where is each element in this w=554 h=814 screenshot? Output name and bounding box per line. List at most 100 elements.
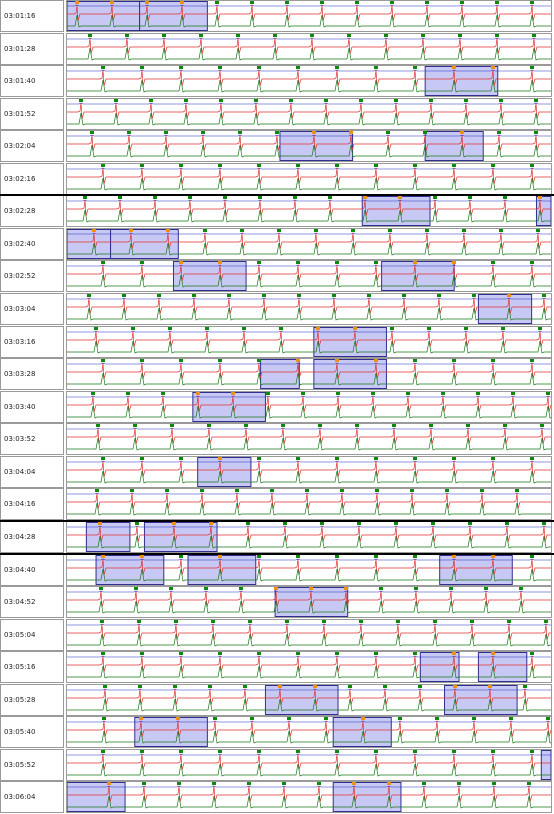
ecg-strip[interactable] [66,423,552,455]
beat-marker[interactable] [530,555,534,558]
ecg-strip[interactable] [66,130,552,162]
beat-marker[interactable] [138,685,142,688]
beat-marker[interactable] [179,457,183,460]
ecg-strip[interactable] [66,0,552,32]
beat-marker[interactable] [324,99,328,102]
beat-marker[interactable] [335,261,339,264]
beat-marker[interactable] [445,489,449,492]
ecg-strip[interactable] [66,391,552,423]
beat-marker[interactable] [375,489,379,492]
beat-marker[interactable] [476,392,480,395]
beat-marker[interactable] [371,392,375,395]
beat-marker[interactable] [530,652,534,655]
beat-marker[interactable] [452,66,456,69]
ecg-row[interactable]: 03:05:52 [0,749,554,781]
beat-marker[interactable] [177,782,181,785]
beat-marker[interactable] [312,131,316,134]
beat-marker[interactable] [383,685,387,688]
ecg-strip[interactable] [66,228,552,260]
beat-marker[interactable] [515,489,519,492]
beat-marker[interactable] [519,587,523,590]
beat-marker[interactable] [484,587,488,590]
beat-marker[interactable] [140,164,144,167]
beat-marker[interactable] [274,587,278,590]
beat-marker[interactable] [355,424,359,427]
beat-marker[interactable] [94,327,98,330]
beat-marker[interactable] [480,489,484,492]
beat-marker[interactable] [492,782,496,785]
beat-marker[interactable] [170,424,174,427]
beat-marker[interactable] [466,424,470,427]
beat-marker[interactable] [218,555,222,558]
beat-marker[interactable] [285,1,289,4]
beat-marker[interactable] [174,620,178,623]
ecg-row[interactable]: 03:01:16 [0,0,554,32]
beat-marker[interactable] [530,457,534,460]
beat-marker[interactable] [293,196,297,199]
ecg-row[interactable]: 03:02:52 [0,260,554,292]
ecg-row[interactable]: 03:05:16 [0,651,554,683]
beat-marker[interactable] [429,99,433,102]
beat-marker[interactable] [313,685,317,688]
beat-marker[interactable] [88,34,92,37]
beat-marker[interactable] [176,717,180,720]
beat-marker[interactable] [468,522,472,525]
beat-marker[interactable] [530,261,534,264]
beat-marker[interactable] [96,424,100,427]
beat-marker[interactable] [140,457,144,460]
beat-marker[interactable] [427,327,431,330]
beat-marker[interactable] [235,489,239,492]
beat-marker[interactable] [429,424,433,427]
ecg-strip[interactable] [66,554,552,586]
beat-marker[interactable] [374,261,378,264]
beat-marker[interactable] [392,424,396,427]
beat-marker[interactable] [257,164,261,167]
beat-marker[interactable] [218,457,222,460]
beat-marker[interactable] [499,99,503,102]
beat-marker[interactable] [507,294,511,297]
beat-marker[interactable] [472,294,476,297]
beat-marker[interactable] [386,131,390,134]
ecg-row[interactable]: 03:01:52 [0,98,554,130]
beat-marker[interactable] [458,34,462,37]
beat-marker[interactable] [332,294,336,297]
ecg-row[interactable]: 03:06:04 [0,781,554,813]
beat-marker[interactable] [530,1,534,4]
ecg-row[interactable]: 03:04:28 [0,521,554,553]
beat-marker[interactable] [335,359,339,362]
beat-marker[interactable] [472,717,476,720]
beat-marker[interactable] [238,131,242,134]
beat-marker[interactable] [140,555,144,558]
beat-marker[interactable] [546,392,550,395]
beat-marker[interactable] [127,131,131,134]
beat-marker[interactable] [140,359,144,362]
beat-marker[interactable] [266,392,270,395]
beat-marker[interactable] [218,652,222,655]
beat-marker[interactable] [388,229,392,232]
beat-marker[interactable] [534,131,538,134]
beat-marker[interactable] [131,327,135,330]
beat-marker[interactable] [320,522,324,525]
ecg-strip[interactable] [66,65,552,97]
beat-marker[interactable] [390,327,394,330]
beat-marker[interactable] [218,164,222,167]
beat-marker[interactable] [247,782,251,785]
beat-marker[interactable] [243,685,247,688]
beat-marker[interactable] [530,359,534,362]
beat-marker[interactable] [101,164,105,167]
beat-marker[interactable] [122,294,126,297]
beat-marker[interactable] [277,229,281,232]
beat-marker[interactable] [162,34,166,37]
beat-marker[interactable] [149,99,153,102]
beat-marker[interactable] [452,555,456,558]
beat-marker[interactable] [379,587,383,590]
beat-marker[interactable] [135,522,139,525]
beat-marker[interactable] [398,196,402,199]
beat-marker[interactable] [530,750,534,753]
beat-marker[interactable] [200,489,204,492]
beat-marker[interactable] [296,555,300,558]
beat-marker[interactable] [179,164,183,167]
beat-marker[interactable] [301,392,305,395]
beat-marker[interactable] [126,392,130,395]
beat-marker[interactable] [396,620,400,623]
